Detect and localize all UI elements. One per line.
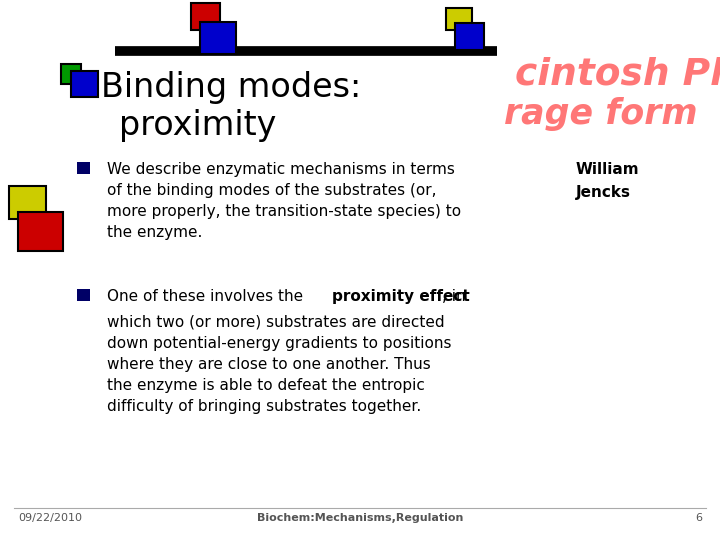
Bar	[200, 22, 236, 54]
Bar	[191, 3, 220, 30]
Text: , in: , in	[442, 289, 466, 304]
Bar	[18, 212, 63, 251]
Text: proximity: proximity	[119, 109, 276, 142]
Bar	[71, 71, 98, 97]
Text: William
Jencks: William Jencks	[576, 162, 639, 200]
Text: 6: 6	[695, 513, 702, 523]
Text: which two (or more) substrates are directed
down potential-energy gradients to p: which two (or more) substrates are direc…	[107, 315, 451, 414]
Text: Binding modes:: Binding modes:	[101, 71, 361, 104]
Text: cintosh Pl: cintosh Pl	[515, 57, 720, 93]
Text: We describe enzymatic mechanisms in terms
of the binding modes of the substrates: We describe enzymatic mechanisms in term…	[107, 162, 461, 240]
Bar	[61, 64, 81, 84]
Text: One of these involves the: One of these involves the	[107, 289, 307, 304]
Text: 09/22/2010: 09/22/2010	[18, 513, 82, 523]
Bar	[77, 162, 90, 174]
Text: Biochem:Mechanisms,Regulation: Biochem:Mechanisms,Regulation	[257, 513, 463, 523]
Bar	[77, 289, 90, 301]
Text: rage form: rage form	[504, 97, 698, 131]
Bar	[9, 186, 46, 219]
Bar	[446, 8, 472, 30]
Text: proximity effect: proximity effect	[333, 289, 470, 304]
Bar	[455, 23, 484, 50]
